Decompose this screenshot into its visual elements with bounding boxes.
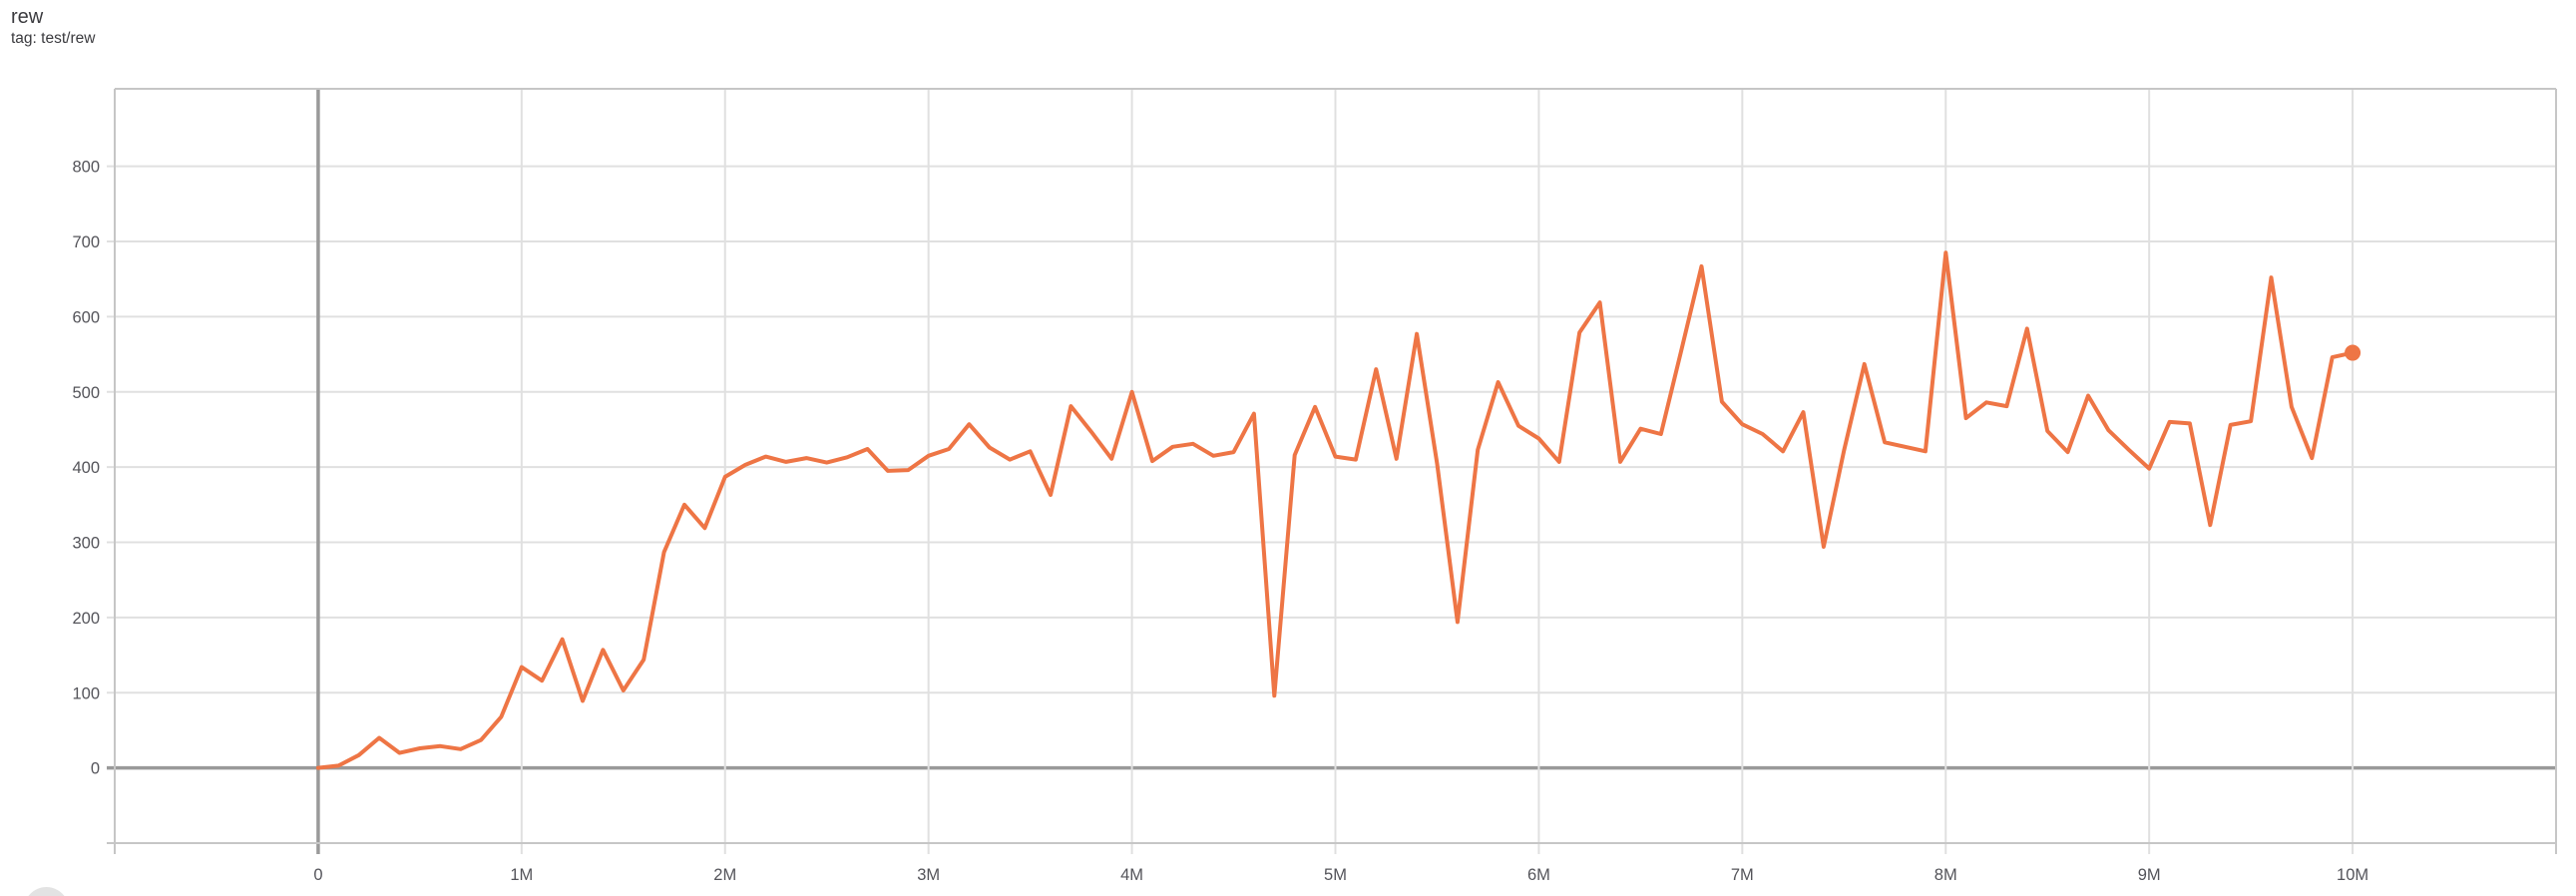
x-tick-label: 4M bbox=[1120, 866, 1143, 884]
x-tick-label: 6M bbox=[1527, 866, 1550, 884]
y-tick-label: 600 bbox=[72, 308, 100, 326]
y-tick-label: 700 bbox=[72, 233, 100, 251]
series-line bbox=[315, 250, 2356, 770]
partial-circle-button[interactable] bbox=[24, 887, 69, 896]
x-tick-label: 9M bbox=[2138, 866, 2161, 884]
x-tick-label: 1M bbox=[510, 866, 533, 884]
series-endpoint-dot bbox=[2345, 344, 2361, 361]
x-tick-label: 10M bbox=[2337, 866, 2368, 884]
chart-tag-subtitle: tag: test/rew bbox=[11, 30, 96, 47]
y-tick-label: 100 bbox=[72, 684, 100, 702]
x-tick-label: 3M bbox=[917, 866, 940, 884]
y-tick-label: 800 bbox=[72, 159, 100, 177]
y-tick-label: 300 bbox=[72, 535, 100, 553]
y-tick-label: 200 bbox=[72, 610, 100, 628]
x-tick-label: 0 bbox=[313, 866, 322, 884]
y-tick-label: 0 bbox=[91, 760, 100, 778]
y-tick-label: 500 bbox=[72, 384, 100, 402]
x-tick-label: 5M bbox=[1324, 866, 1347, 884]
chart-title: rew bbox=[11, 6, 44, 28]
y-tick-label: 400 bbox=[72, 459, 100, 477]
x-tick-label: 2M bbox=[713, 866, 736, 884]
x-tick-label: 7M bbox=[1731, 866, 1754, 884]
chart-header: rew tag: test/rew bbox=[11, 5, 95, 48]
x-tick-label: 8M bbox=[1934, 866, 1957, 884]
